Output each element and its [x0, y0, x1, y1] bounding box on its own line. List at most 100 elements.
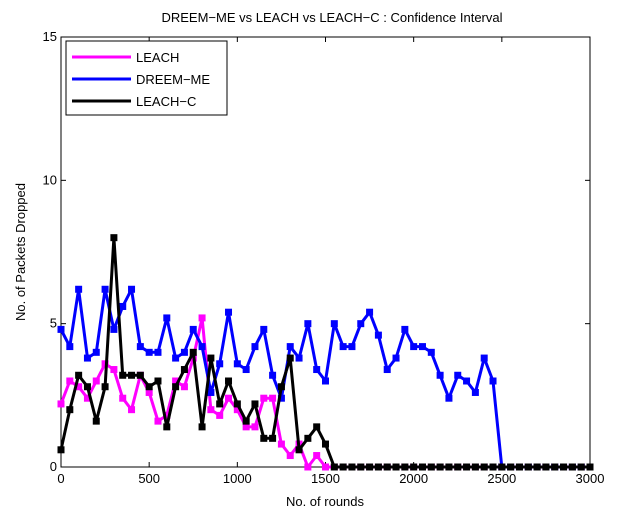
- data-point: [163, 314, 171, 322]
- data-point: [145, 348, 153, 356]
- data-point: [119, 371, 127, 379]
- data-point: [286, 354, 294, 362]
- data-point: [136, 343, 144, 351]
- data-point: [436, 463, 444, 471]
- data-point: [198, 343, 206, 351]
- data-point: [110, 366, 118, 374]
- data-point: [251, 400, 259, 408]
- data-point: [480, 354, 488, 362]
- data-point: [119, 302, 127, 310]
- data-point: [198, 423, 206, 431]
- data-point: [313, 366, 321, 374]
- data-point: [322, 440, 329, 448]
- data-point: [189, 325, 197, 333]
- data-point: [427, 348, 435, 356]
- data-point: [551, 463, 559, 471]
- data-point: [498, 463, 506, 471]
- series-layer: [57, 234, 594, 471]
- data-point: [392, 354, 400, 362]
- data-point: [295, 446, 303, 454]
- data-point: [92, 348, 100, 356]
- data-point: [322, 377, 329, 385]
- data-point: [233, 360, 241, 368]
- data-point: [92, 417, 100, 425]
- data-point: [489, 377, 497, 385]
- y-tick-label: 15: [43, 29, 57, 44]
- legend: LEACH DREEM−ME LEACH−C: [65, 40, 228, 116]
- data-point: [524, 463, 532, 471]
- data-point: [180, 348, 188, 356]
- data-point: [207, 354, 215, 362]
- data-point: [225, 394, 233, 402]
- data-point: [401, 325, 409, 333]
- series-2: [57, 234, 594, 471]
- x-tick-label: 0: [57, 471, 64, 486]
- legend-label: DREEM−ME: [136, 72, 210, 87]
- data-point: [216, 400, 224, 408]
- data-point: [507, 463, 515, 471]
- data-point: [57, 446, 65, 454]
- data-point: [445, 463, 453, 471]
- data-point: [586, 463, 594, 471]
- data-point: [136, 371, 144, 379]
- data-point: [286, 343, 294, 351]
- x-tick-label: 1500: [311, 471, 340, 486]
- data-point: [66, 343, 74, 351]
- data-point: [260, 325, 268, 333]
- data-point: [330, 320, 338, 328]
- data-point: [339, 343, 347, 351]
- data-point: [560, 463, 568, 471]
- data-point: [110, 234, 118, 242]
- data-point: [304, 320, 312, 328]
- legend-items: LEACH DREEM−ME LEACH−C: [72, 50, 210, 109]
- data-point: [454, 463, 462, 471]
- data-point: [57, 400, 65, 408]
- data-point: [172, 383, 180, 391]
- data-point: [339, 463, 347, 471]
- data-point: [128, 371, 136, 379]
- data-point: [260, 434, 268, 442]
- data-point: [269, 394, 277, 402]
- data-point: [66, 406, 74, 414]
- data-point: [145, 383, 153, 391]
- data-point: [418, 463, 426, 471]
- data-point: [242, 423, 250, 431]
- x-tick-label: 2000: [399, 471, 428, 486]
- data-point: [418, 343, 426, 351]
- data-point: [357, 320, 365, 328]
- data-point: [251, 343, 259, 351]
- data-point: [383, 463, 391, 471]
- data-point: [489, 463, 497, 471]
- data-point: [172, 354, 180, 362]
- y-tick-label: 10: [43, 172, 57, 187]
- data-point: [383, 366, 391, 374]
- data-point: [515, 463, 523, 471]
- data-point: [366, 308, 374, 316]
- data-point: [260, 394, 268, 402]
- y-axis-label: No. of Packets Dropped: [13, 183, 28, 321]
- data-point: [480, 463, 488, 471]
- data-point: [463, 377, 471, 385]
- data-point: [401, 463, 409, 471]
- data-point: [410, 463, 418, 471]
- data-point: [251, 423, 259, 431]
- data-point: [313, 452, 321, 460]
- data-point: [92, 377, 100, 385]
- data-point: [322, 463, 329, 471]
- data-point: [66, 377, 74, 385]
- data-point: [295, 354, 303, 362]
- data-point: [330, 463, 338, 471]
- data-point: [269, 434, 277, 442]
- data-point: [180, 366, 188, 374]
- data-point: [577, 463, 585, 471]
- data-point: [180, 383, 188, 391]
- data-point: [57, 325, 65, 333]
- x-tick-label: 2500: [487, 471, 516, 486]
- chart-title: DREEM−ME vs LEACH vs LEACH−C : Confidenc…: [161, 10, 502, 25]
- data-point: [207, 388, 215, 396]
- data-point: [454, 371, 462, 379]
- data-point: [119, 394, 127, 402]
- data-point: [304, 434, 312, 442]
- x-tick-label: 1000: [223, 471, 252, 486]
- data-point: [348, 343, 356, 351]
